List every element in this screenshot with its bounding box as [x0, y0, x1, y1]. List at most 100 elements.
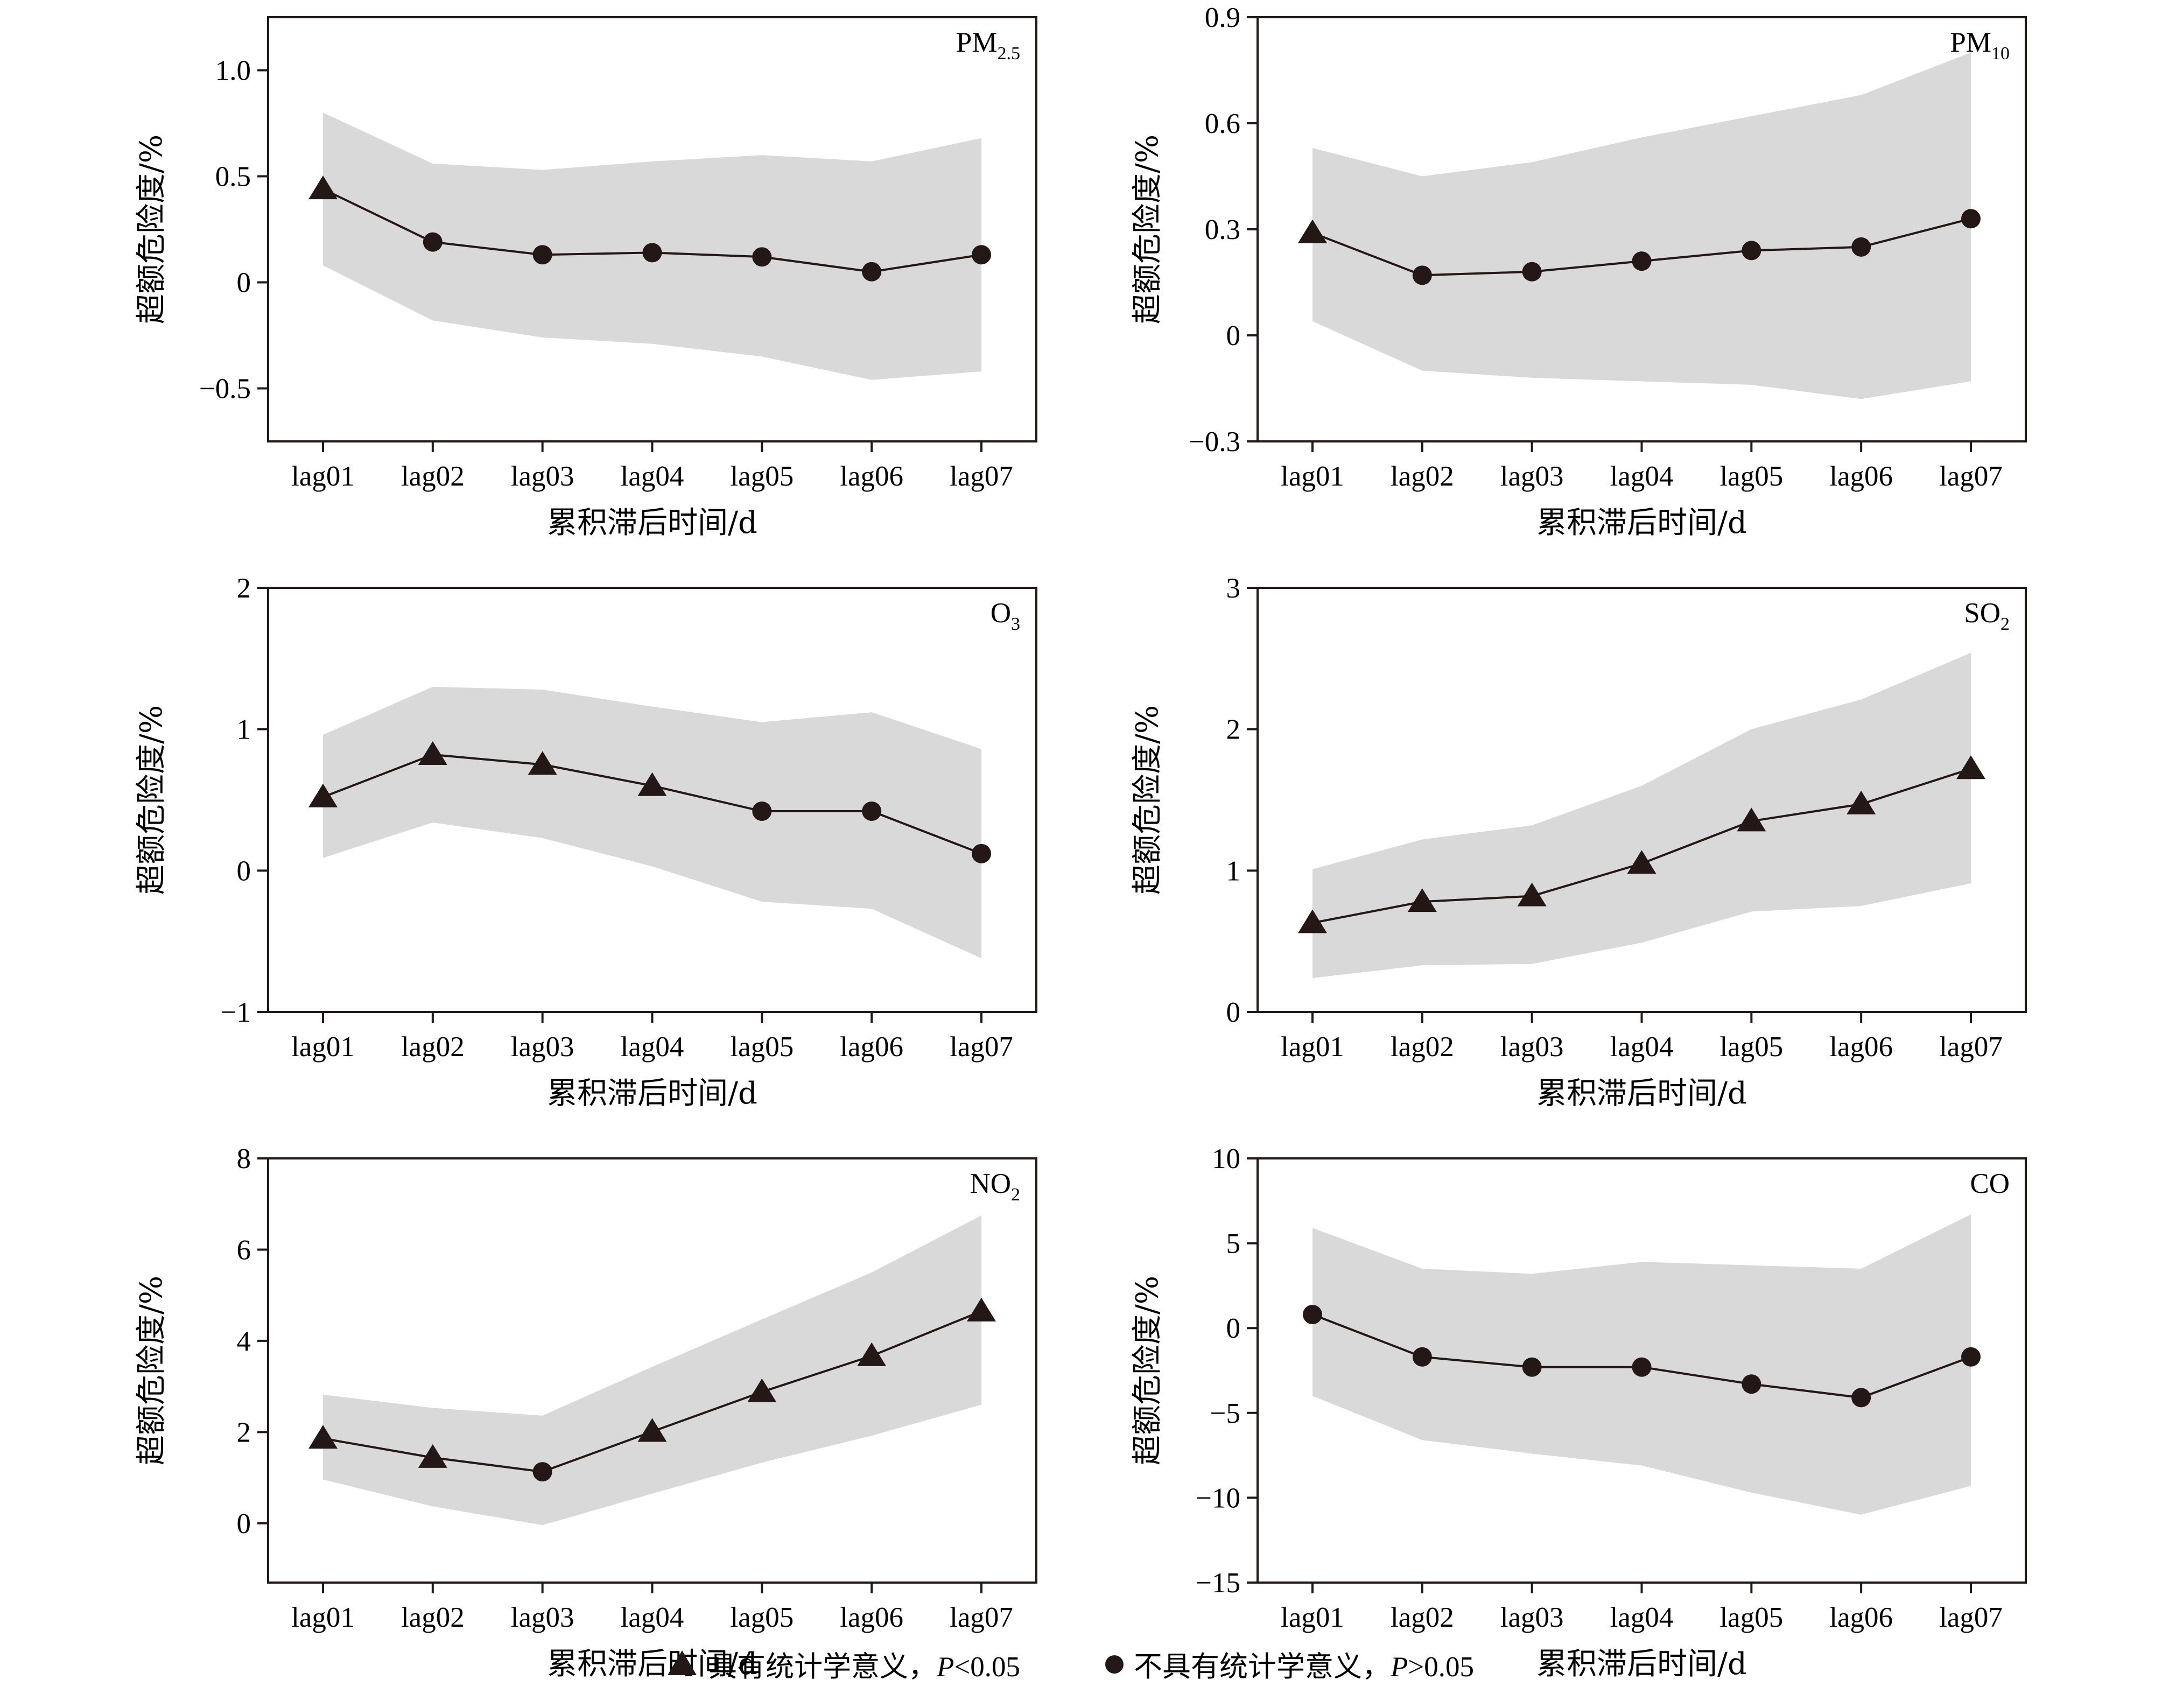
nonsignificant-point	[752, 802, 772, 821]
y-tick-label: −5	[1210, 1398, 1240, 1429]
pollutant-subscript: 10	[1991, 44, 2010, 64]
x-tick-label: lag03	[1500, 1602, 1564, 1633]
pollutant-label: PM2.5	[956, 27, 1020, 64]
nonsignificant-point	[1412, 265, 1432, 285]
y-axis-title: 超额危险度/%	[1130, 135, 1165, 324]
nonsignificant-point	[1961, 209, 1981, 229]
nonsignificant-point	[1742, 1374, 1761, 1394]
legend-significant-text: 具有统计学意义，	[708, 1650, 937, 1683]
significant-point	[308, 783, 338, 807]
y-tick-label: −0.3	[1189, 426, 1240, 458]
pollutant-label: SO2	[1964, 598, 2010, 634]
y-tick-label: 0	[1226, 997, 1241, 1028]
pollutant-subscript: 2	[1011, 1185, 1020, 1205]
significant-point	[418, 1444, 447, 1468]
legend-triangle-marker	[668, 1650, 697, 1675]
significant-point	[857, 1342, 887, 1366]
x-tick-label: lag07	[950, 1031, 1013, 1063]
y-tick-label: 0.5	[215, 161, 251, 193]
nonsignificant-point	[1522, 262, 1542, 282]
x-tick-label: lag01	[291, 461, 355, 492]
x-tick-label: lag06	[840, 461, 903, 492]
y-tick-label: 5	[1226, 1228, 1241, 1260]
significant-point	[637, 772, 667, 796]
chart-panel-6: −15 −10 −5 0 5 10 lag01 lag02 lag03 lag04 lag05 lag…	[1130, 1143, 2027, 1682]
nonsignificant-point	[972, 245, 991, 265]
significant-point	[637, 1418, 667, 1442]
y-tick-label: 0	[1226, 320, 1241, 352]
nonsignificant-point	[972, 844, 991, 863]
y-tick-label: 2	[237, 1417, 251, 1448]
pollutant-name: CO	[1970, 1168, 2010, 1199]
nonsignificant-point	[1742, 241, 1761, 261]
significant-point	[1517, 882, 1547, 906]
legend-nonsignificant: 不具有统计学意义，P>0.05	[1134, 1650, 1474, 1683]
y-tick-label: 0	[237, 855, 251, 887]
x-tick-label: lag01	[1281, 1031, 1344, 1063]
y-tick-label: 0	[237, 268, 251, 299]
nonsignificant-point	[752, 247, 772, 267]
x-tick-label: lag05	[730, 1602, 794, 1633]
x-tick-label: lag04	[1610, 1602, 1674, 1633]
legend-circle-marker	[1105, 1655, 1124, 1674]
x-tick-label: lag06	[840, 1031, 903, 1063]
significant-point	[967, 1297, 996, 1322]
y-tick-label: −0.5	[199, 374, 251, 405]
x-tick-label: lag04	[621, 461, 684, 492]
x-tick-label: lag03	[511, 1031, 574, 1063]
y-axis-title: 超额危险度/%	[134, 1276, 169, 1465]
significant-point	[1847, 790, 1876, 814]
legend-nonsignificant-p: P	[1390, 1651, 1408, 1683]
pollutant-label: CO	[1970, 1168, 2010, 1199]
legend-nonsignificant-text: 不具有统计学意义，	[1134, 1650, 1391, 1683]
x-tick-label: lag07	[950, 1602, 1013, 1633]
y-tick-label: 6	[237, 1234, 251, 1266]
x-tick-label: lag04	[1610, 461, 1674, 492]
chart-panel-5: 0 2 4 6 8 lag01 lag02 lag03 lag04 lag05 lag06 lag07…	[134, 1143, 1037, 1682]
y-tick-label: 0.9	[1205, 2, 1240, 33]
x-tick-label: lag02	[1391, 1602, 1454, 1633]
x-tick-label: lag06	[1829, 1602, 1893, 1633]
x-tick-label: lag02	[1391, 461, 1454, 492]
nonsignificant-point	[1632, 1357, 1652, 1377]
significant-point	[418, 741, 447, 765]
x-axis-title: 累积滞后时间/d	[1536, 1647, 1747, 1682]
y-axis-title: 超额危险度/%	[1130, 1276, 1165, 1465]
nonsignificant-point	[532, 1462, 552, 1482]
significant-point	[1737, 807, 1766, 832]
legend-nonsignificant-threshold: >0.05	[1408, 1651, 1474, 1683]
x-axis-title: 累积滞后时间/d	[1536, 505, 1747, 540]
y-tick-label: 0	[237, 1508, 251, 1540]
nonsignificant-point	[532, 245, 552, 265]
y-tick-label: 8	[237, 1143, 251, 1175]
nonsignificant-point	[1412, 1347, 1432, 1367]
x-axis-title: 累积滞后时间/d	[547, 1076, 757, 1111]
x-tick-label: lag03	[1500, 461, 1564, 492]
legend-significant: 具有统计学意义，P<0.05	[708, 1650, 1020, 1683]
chart-panel-4: 0 1 2 3 lag01 lag02 lag03 lag04 lag05 lag06 lag07 累…	[1130, 573, 2027, 1111]
pollutant-label: NO2	[970, 1168, 1020, 1205]
pollutant-subscript: 2.5	[998, 44, 1021, 64]
pollutant-name: O	[991, 598, 1011, 629]
x-tick-label: lag07	[1939, 1602, 2003, 1633]
confidence-band	[1312, 652, 1971, 978]
y-tick-label: 0.3	[1205, 214, 1240, 245]
x-tick-label: lag02	[401, 461, 465, 492]
confidence-band	[323, 1215, 981, 1526]
x-tick-label: lag03	[511, 1602, 574, 1633]
x-tick-label: lag02	[401, 1031, 465, 1063]
pollutant-label: PM10	[1950, 27, 2010, 64]
x-tick-label: lag05	[1719, 461, 1783, 492]
significant-point	[528, 751, 557, 775]
significant-point	[1298, 219, 1327, 243]
nonsignificant-point	[1303, 1304, 1322, 1324]
x-tick-label: lag04	[1610, 1031, 1674, 1063]
y-tick-label: −1	[221, 997, 251, 1028]
y-axis-title: 超额危险度/%	[134, 705, 169, 895]
pollutant-name: NO	[970, 1168, 1011, 1199]
confidence-band	[1312, 52, 1971, 399]
x-tick-label: lag04	[621, 1031, 684, 1063]
x-tick-label: lag03	[511, 461, 574, 492]
nonsignificant-point	[642, 243, 662, 263]
